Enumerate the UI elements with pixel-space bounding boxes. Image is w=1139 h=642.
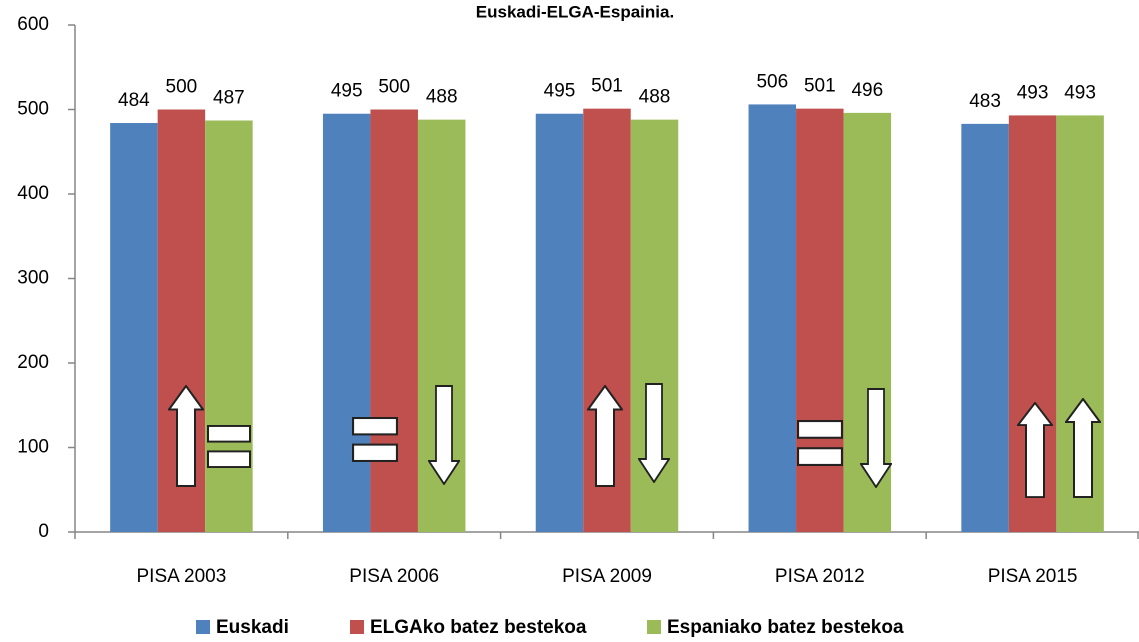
data-label: 487 [213,88,245,109]
y-tick-label: 100 [17,437,49,458]
data-label: 496 [851,80,883,101]
legend-label: Euskadi [216,617,289,638]
data-label: 495 [331,81,363,102]
data-label: 488 [426,87,458,108]
data-label: 500 [378,77,410,98]
data-label: 501 [591,76,623,97]
bar [796,108,844,532]
data-label: 483 [969,91,1001,112]
data-label: 500 [166,77,198,98]
y-tick-label: 400 [17,183,49,204]
x-tick-label: PISA 2003 [137,566,227,587]
y-tick-label: 500 [17,99,49,120]
bar [748,104,797,533]
bar [370,109,418,532]
y-tick-label: 300 [17,268,49,289]
x-tick-label: PISA 2012 [775,566,865,587]
legend-swatch [350,620,364,634]
data-label: 506 [756,71,788,92]
bar [322,113,371,532]
x-tick-label: PISA 2009 [562,566,652,587]
y-tick-label: 600 [17,14,49,35]
data-label: 501 [804,76,836,97]
bar [961,123,1009,533]
data-label: 495 [544,81,576,102]
legend-swatch [196,620,210,634]
data-label: 493 [1017,82,1049,103]
y-tick-label: 0 [38,521,49,542]
legend-label: ELGAko batez bestekoa [370,617,587,638]
data-label: 484 [118,90,150,111]
x-tick-label: PISA 2006 [349,566,439,587]
y-tick-label: 200 [17,352,49,373]
legend-label: Espaniako batez bestekoa [667,617,904,638]
data-label: 488 [639,87,671,108]
bar [110,123,158,533]
chart-title: Euskadi-ELGA-Espainia. [476,2,674,21]
data-label: 493 [1064,82,1096,103]
bar [535,113,584,532]
legend-swatch [647,620,661,634]
x-tick-label: PISA 2015 [988,566,1078,587]
plot-area: 0 100 200 300 400 500 600 PISA 2003 484 500 487 PIS… [17,14,1139,638]
bar [205,120,253,533]
